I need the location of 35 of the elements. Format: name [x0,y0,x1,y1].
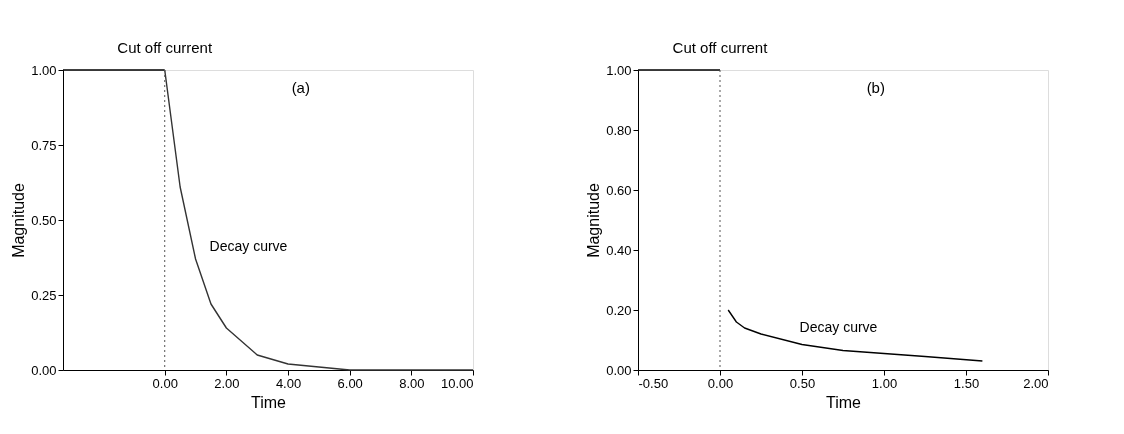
x-tick-label: 0.00 [707,375,734,391]
y-tick-label: 1.00 [606,62,632,78]
y-tick-label: 0.00 [606,362,632,378]
x-tick-label: -0.50 [638,375,669,391]
y-tick-label: 0.20 [606,302,632,318]
x-axis-title: Time [826,393,862,411]
x-tick-label: 2.00 [1023,375,1049,391]
x-tick-label: 8.00 [399,375,425,391]
x-tick-label: 2.00 [214,375,240,391]
y-tick-label: 0.80 [606,122,632,138]
x-tick-label: 0.50 [789,375,816,391]
y-tick-label: 0.00 [31,362,57,378]
y-tick-label: 0.50 [31,212,57,228]
annotation: (b) [866,79,885,96]
y-tick-label: 0.60 [606,182,632,198]
x-tick-label: 10.00 [440,375,474,391]
y-tick-label: 0.75 [31,137,57,153]
x-tick-label: 6.00 [337,375,363,391]
line-series [164,69,474,371]
annotation: Decay curve [799,319,878,335]
annotation: Cut off current [672,39,769,56]
x-axis-title: Time [251,393,287,411]
y-tick-label: 0.25 [31,287,57,303]
y-tick-label: 0.40 [606,242,632,258]
annotation: Decay curve [209,238,288,254]
x-tick-label: 1.00 [871,375,898,391]
annotation: (a) [291,79,310,96]
x-tick-label: 4.00 [275,375,302,391]
line-series [727,309,984,362]
y-axis-title: Magnitude [10,183,28,258]
x-tick-label: 1.50 [953,375,980,391]
y-axis-title: Magnitude [585,183,603,258]
x-tick-label: 0.00 [152,375,178,391]
annotation: Cut off current [117,39,213,56]
y-tick-label: 1.00 [31,62,57,78]
